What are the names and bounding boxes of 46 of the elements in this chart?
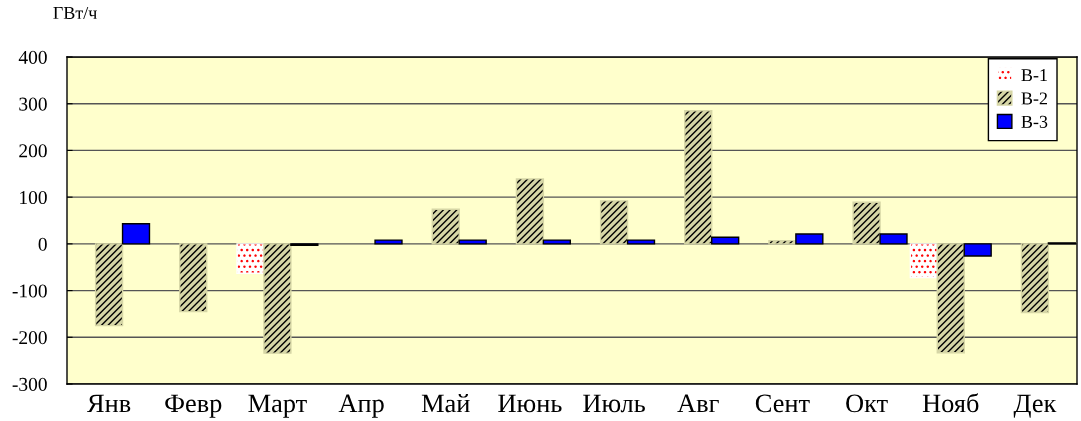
y-tick-label: 300 bbox=[19, 97, 47, 111]
x-tick-label: Июль bbox=[583, 394, 645, 413]
bar bbox=[374, 239, 403, 245]
bar bbox=[1020, 243, 1050, 314]
x-tick-label: Апр bbox=[338, 394, 384, 418]
y-tick-label: 100 bbox=[20, 190, 47, 205]
legend-label: В-1 bbox=[1021, 69, 1047, 82]
bar bbox=[599, 200, 629, 245]
bar bbox=[236, 243, 265, 274]
legend-label: В-3 bbox=[1021, 115, 1048, 128]
bar bbox=[936, 243, 965, 354]
bar bbox=[795, 233, 824, 245]
y-tick-label: -200 bbox=[12, 331, 47, 345]
y-tick-label: 200 bbox=[19, 144, 47, 158]
bar bbox=[542, 239, 572, 245]
bar bbox=[94, 243, 124, 327]
bar bbox=[458, 239, 487, 245]
x-tick-label: Нояб bbox=[922, 393, 979, 413]
y-axis-title: ГВт/ч bbox=[53, 6, 97, 20]
legend-label: В-2 bbox=[1021, 92, 1047, 105]
bar bbox=[768, 239, 797, 245]
bar bbox=[909, 243, 938, 279]
x-tick-label: Июнь bbox=[498, 394, 562, 413]
x-tick-label: Авг bbox=[677, 394, 719, 413]
bar bbox=[879, 233, 908, 245]
x-tick-label: Янв bbox=[87, 394, 131, 413]
y-tick-label: 0 bbox=[38, 237, 47, 251]
bar bbox=[121, 223, 151, 245]
bar bbox=[263, 243, 292, 354]
y-tick-label: -300 bbox=[12, 377, 47, 391]
bar bbox=[515, 178, 545, 245]
x-tick-label: Сент bbox=[755, 394, 810, 413]
y-tick-label: 400 bbox=[18, 50, 47, 64]
bar bbox=[179, 243, 208, 313]
bar bbox=[626, 239, 656, 245]
x-tick-label: Дек bbox=[1013, 394, 1057, 418]
x-tick-label: Окт bbox=[846, 394, 888, 413]
bar bbox=[963, 243, 992, 257]
bar bbox=[684, 110, 713, 245]
bar bbox=[711, 236, 740, 245]
x-tick-label: Март bbox=[248, 394, 307, 418]
x-tick-label: Май bbox=[421, 393, 470, 413]
x-tick-label: Февр bbox=[165, 394, 222, 418]
y-tick-label: -100 bbox=[12, 284, 47, 298]
bar bbox=[431, 208, 460, 245]
bar bbox=[852, 201, 881, 245]
